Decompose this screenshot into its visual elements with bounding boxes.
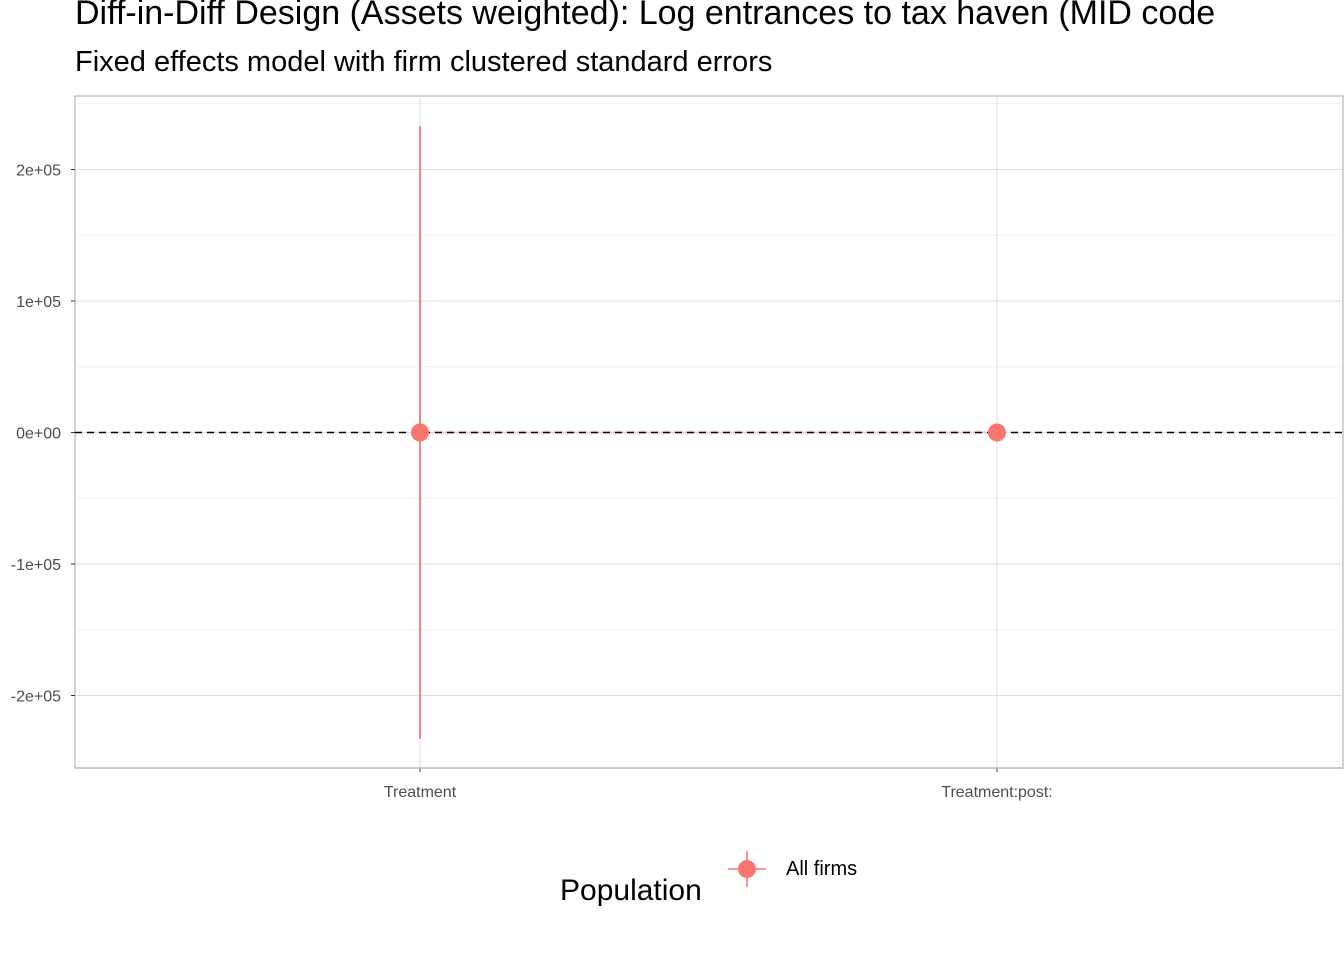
y-tick-label: 0e+00 <box>16 426 61 443</box>
y-tick-label: 1e+05 <box>16 294 61 311</box>
chart-subtitle: Fixed effects model with firm clustered … <box>75 46 773 78</box>
x-tick-label: Treatment <box>384 784 457 801</box>
y-tick-label: -2e+05 <box>11 689 61 706</box>
x-tick-label: Treatment:post: <box>941 784 1052 801</box>
legend-title: Population <box>560 874 702 907</box>
legend-label-all-firms: All firms <box>786 858 858 880</box>
legend-key-all-firms <box>728 851 766 887</box>
data-point <box>988 423 1006 442</box>
y-tick-label: 2e+05 <box>16 163 61 180</box>
y-tick-label: -1e+05 <box>11 557 61 574</box>
chart-title: Diff-in-Diff Design (Assets weighted): L… <box>75 0 1216 32</box>
data-point <box>411 423 429 442</box>
